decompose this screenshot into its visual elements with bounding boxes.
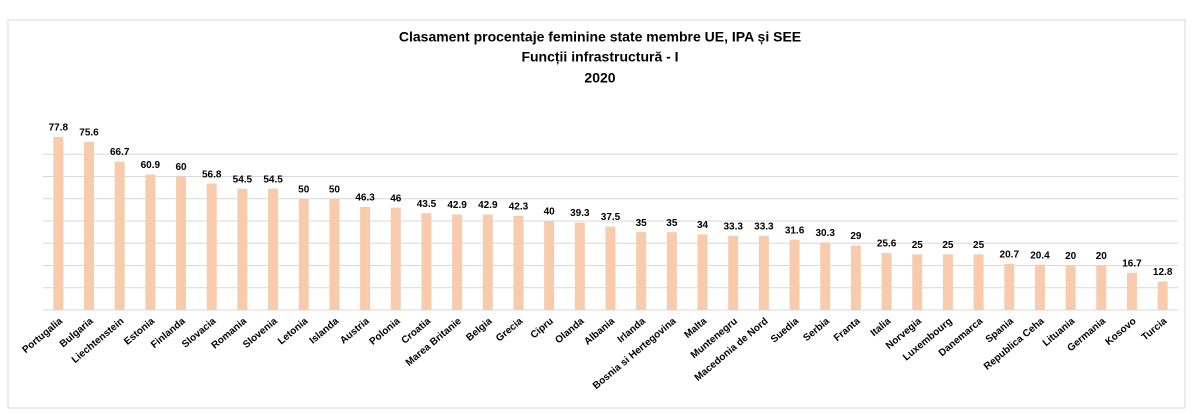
value-label: 33.3 xyxy=(754,222,774,233)
value-label: 37.5 xyxy=(601,212,621,223)
value-label: 29 xyxy=(850,231,862,242)
bar xyxy=(53,136,64,310)
value-label: 35 xyxy=(666,218,678,229)
bar xyxy=(1126,272,1137,310)
bar xyxy=(973,254,984,310)
value-label: 25 xyxy=(942,240,954,251)
bar xyxy=(728,235,739,310)
value-label: 60.9 xyxy=(141,160,161,171)
value-label: 54.5 xyxy=(263,174,283,185)
value-label: 25 xyxy=(912,240,924,251)
bar xyxy=(881,253,892,310)
bar xyxy=(636,232,647,310)
value-label: 31.6 xyxy=(785,225,805,236)
value-label: 42.3 xyxy=(509,202,529,213)
value-label: 54.5 xyxy=(233,174,253,185)
bar xyxy=(298,198,309,310)
chart-year: 2020 xyxy=(584,70,615,86)
value-label: 39.3 xyxy=(570,208,590,219)
bar xyxy=(390,207,401,310)
bar xyxy=(820,242,831,310)
value-label: 50 xyxy=(329,184,341,195)
chart-title: Clasament procentaje feminine state memb… xyxy=(399,29,801,45)
bar xyxy=(912,254,923,310)
value-label: 16.7 xyxy=(1122,258,1142,269)
bar xyxy=(666,232,677,310)
value-label: 40 xyxy=(544,207,556,218)
value-label: 42.9 xyxy=(478,200,498,211)
bar xyxy=(114,161,125,310)
bar xyxy=(84,141,95,310)
value-label: 77.8 xyxy=(49,123,69,134)
bar xyxy=(176,176,187,310)
bar xyxy=(329,198,340,310)
bar xyxy=(850,245,861,310)
bar xyxy=(789,239,800,310)
bar xyxy=(237,188,248,310)
bar xyxy=(574,222,585,310)
bar xyxy=(268,188,279,310)
value-label: 66.7 xyxy=(110,147,130,158)
value-label: 75.6 xyxy=(79,127,99,138)
value-label: 25 xyxy=(973,240,985,251)
value-label: 25.6 xyxy=(877,239,897,250)
value-label: 42.9 xyxy=(447,200,467,211)
bar xyxy=(452,214,463,310)
bar xyxy=(360,206,371,310)
value-label: 50 xyxy=(298,184,310,195)
value-label: 20 xyxy=(1065,251,1077,262)
value-label: 12.8 xyxy=(1153,267,1173,278)
value-label: 20.4 xyxy=(1030,250,1050,261)
value-label: 46 xyxy=(390,193,402,204)
bar xyxy=(1096,265,1107,310)
bar xyxy=(513,215,524,310)
bar xyxy=(1034,264,1045,310)
bar xyxy=(1157,281,1168,310)
bar xyxy=(544,221,555,310)
value-label: 46.3 xyxy=(355,193,375,204)
chart-border xyxy=(7,19,1186,409)
value-label: 34 xyxy=(697,220,709,231)
value-label: 43.5 xyxy=(417,199,437,210)
bar xyxy=(697,234,708,310)
value-label: 60 xyxy=(175,162,187,173)
bar xyxy=(206,183,217,310)
bar xyxy=(942,254,953,310)
bar xyxy=(482,214,493,310)
value-label: 35 xyxy=(636,218,648,229)
value-label: 30.3 xyxy=(815,228,835,239)
value-label: 20.7 xyxy=(1000,250,1020,261)
value-label: 56.8 xyxy=(202,169,222,180)
chart-subtitle: Funcții infrastructură - I xyxy=(521,49,678,65)
bar xyxy=(758,235,769,310)
value-label: 20 xyxy=(1096,251,1108,262)
bar xyxy=(605,226,616,310)
bar xyxy=(1004,263,1015,310)
bar xyxy=(145,174,156,310)
value-label: 33.3 xyxy=(723,222,743,233)
bar xyxy=(1065,265,1076,310)
bar xyxy=(421,213,432,310)
